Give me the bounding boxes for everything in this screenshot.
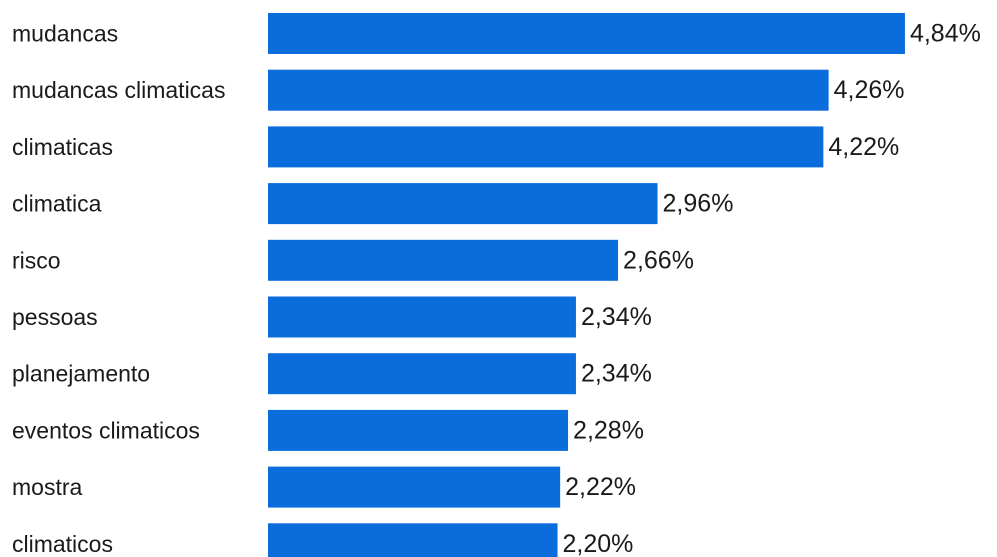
value-label: 2,20% (563, 530, 634, 557)
value-label: 4,84% (910, 20, 981, 48)
bar (268, 183, 658, 225)
category-label: pessoas (12, 304, 98, 330)
value-label: 2,22% (565, 473, 636, 501)
category-label: climaticas (12, 134, 113, 160)
value-label: 2,28% (573, 416, 644, 444)
category-label: mudancas climaticas (12, 77, 225, 103)
category-label: climatica (12, 191, 102, 217)
value-label: 2,34% (581, 360, 652, 388)
category-label: mostra (12, 474, 83, 500)
value-label: 4,26% (834, 76, 905, 104)
bar (268, 126, 824, 168)
bar (268, 353, 576, 395)
bar (268, 296, 576, 338)
category-label: risco (12, 247, 61, 273)
bar (268, 466, 561, 508)
category-label: planejamento (12, 361, 150, 387)
bar-rows: mudancas 4,84% mudancas climaticas 4,26% cli… (12, 13, 981, 557)
value-label: 2,34% (581, 303, 652, 331)
category-label: climaticos (12, 531, 113, 557)
value-label: 2,96% (663, 190, 734, 218)
bar (268, 239, 619, 281)
value-label: 4,22% (828, 133, 899, 161)
category-label: eventos climaticos (12, 417, 200, 443)
bar (268, 523, 558, 557)
value-label: 2,66% (623, 246, 694, 274)
bar (268, 13, 905, 54)
bar (268, 69, 829, 111)
category-label: mudancas (12, 21, 118, 47)
bar (268, 409, 569, 451)
